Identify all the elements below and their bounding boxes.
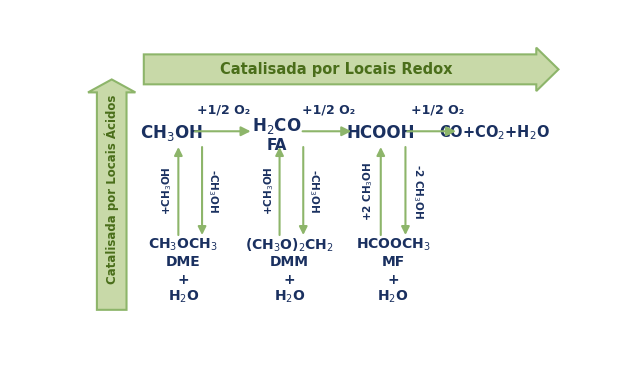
Text: Catalisada por Locais Ácidos: Catalisada por Locais Ácidos	[104, 94, 119, 283]
Text: CH$_3$OH: CH$_3$OH	[140, 123, 203, 143]
Text: +CH$_3$OH: +CH$_3$OH	[161, 167, 175, 215]
Text: +2 CH$_3$OH: +2 CH$_3$OH	[362, 161, 375, 221]
Text: H$_2$CO: H$_2$CO	[252, 116, 302, 135]
Text: +: +	[387, 273, 399, 286]
Text: DME: DME	[166, 255, 201, 269]
Text: +: +	[283, 273, 295, 286]
Text: H$_2$O: H$_2$O	[168, 289, 199, 305]
Text: (CH$_3$O)$_2$CH$_2$: (CH$_3$O)$_2$CH$_2$	[245, 236, 334, 254]
Text: DMM: DMM	[270, 255, 309, 269]
Text: -CH$_3$OH: -CH$_3$OH	[307, 169, 321, 213]
Text: HCOOH: HCOOH	[347, 124, 415, 142]
Text: +1/2 O₂: +1/2 O₂	[411, 103, 464, 116]
Text: -CH$_3$OH: -CH$_3$OH	[206, 169, 220, 213]
Polygon shape	[144, 47, 559, 91]
Text: +1/2 O₂: +1/2 O₂	[303, 103, 355, 116]
Text: +1/2 O₂: +1/2 O₂	[197, 103, 250, 116]
Text: CO+CO$_2$+H$_2$O: CO+CO$_2$+H$_2$O	[439, 123, 550, 142]
Text: MF: MF	[382, 255, 404, 269]
Text: -2 CH$_3$OH: -2 CH$_3$OH	[411, 163, 425, 218]
Text: +: +	[178, 273, 189, 286]
Text: CH$_3$OCH$_3$: CH$_3$OCH$_3$	[148, 237, 218, 253]
Text: H$_2$O: H$_2$O	[377, 289, 409, 305]
Text: FA: FA	[267, 138, 287, 153]
Text: Catalisada por Locais Redox: Catalisada por Locais Redox	[220, 62, 452, 77]
Text: H$_2$O: H$_2$O	[274, 289, 305, 305]
Polygon shape	[88, 79, 136, 310]
Text: HCOOCH$_3$: HCOOCH$_3$	[355, 237, 431, 253]
Text: +CH$_3$OH: +CH$_3$OH	[262, 167, 276, 215]
